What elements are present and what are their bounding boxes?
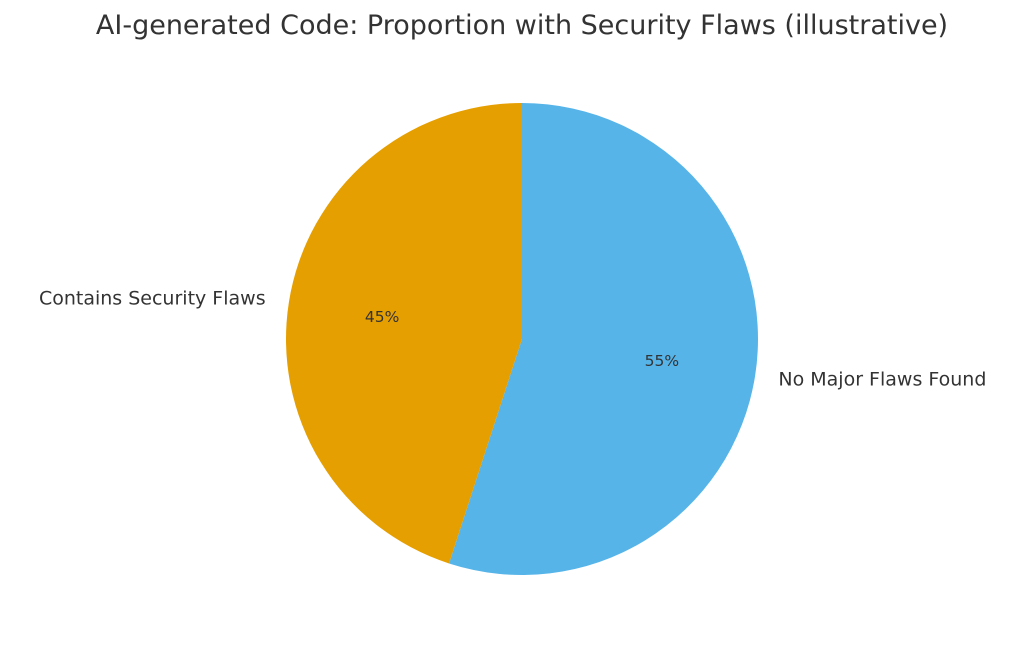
slice-percent-no-major-flaws-found: 55%: [645, 352, 679, 370]
slice-percent-contains-security-flaws: 45%: [365, 308, 399, 326]
pie-slice-no-major-flaws-found: [449, 103, 758, 575]
slice-label-contains-security-flaws: Contains Security Flaws: [39, 287, 266, 309]
pie-slices: [286, 103, 758, 575]
slice-label-no-major-flaws-found: No Major Flaws Found: [778, 369, 986, 391]
pie-slice-contains-security-flaws: [286, 103, 522, 564]
pie-labels: No Major Flaws Found 55% Contains Security…: [39, 287, 986, 390]
chart-title: AI-generated Code: Proportion with Secur…: [96, 10, 948, 41]
